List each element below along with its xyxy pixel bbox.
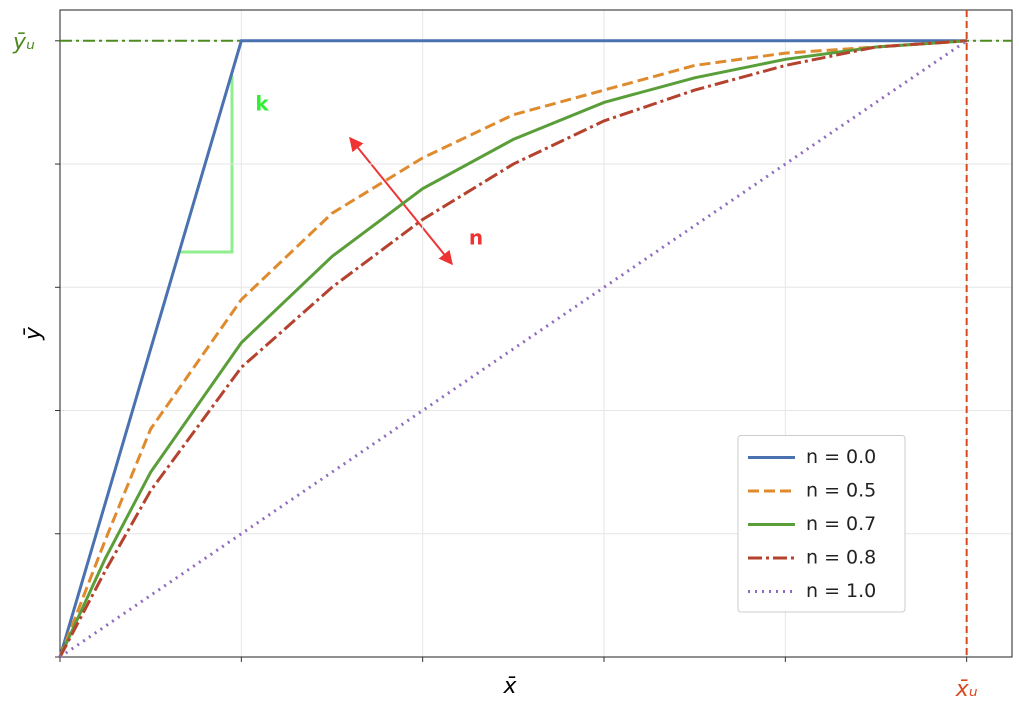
series-line xyxy=(58,39,967,658)
series-line xyxy=(59,39,968,659)
legend: n = 0.0 n = 0.5 n = 0.7 n = 0.8 n = 1.0 xyxy=(737,435,906,613)
plot-frame xyxy=(59,9,1013,658)
legend-label: n = 1.0 xyxy=(806,580,876,602)
x-ref-label: x̄ᵤ xyxy=(955,677,978,702)
legend-label: n = 0.5 xyxy=(806,480,876,502)
series-line xyxy=(58,39,967,658)
x-axis-label: x̄ xyxy=(502,674,517,699)
n-annotation: n xyxy=(469,226,483,250)
y-axis-label: ȳ xyxy=(21,326,46,341)
slope-triangle xyxy=(178,75,234,254)
series-line xyxy=(58,39,967,658)
series-line xyxy=(58,39,967,658)
legend-label: n = 0.0 xyxy=(806,446,876,468)
n-arrow xyxy=(349,136,453,266)
k-annotation: k xyxy=(255,92,269,116)
legend-label: n = 0.8 xyxy=(806,547,876,569)
y-ref-label: ȳᵤ xyxy=(12,30,35,55)
legend-box xyxy=(737,435,906,613)
legend-label: n = 0.7 xyxy=(806,513,876,535)
